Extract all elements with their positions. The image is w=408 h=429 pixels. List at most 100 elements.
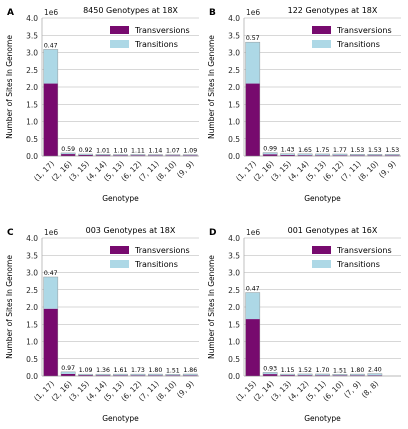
bar-transitions xyxy=(113,154,128,156)
bar-transversions xyxy=(183,155,198,156)
bar-transitions xyxy=(350,374,365,376)
bar-transitions xyxy=(263,152,278,155)
y-tick-label: 0.5 xyxy=(228,135,240,144)
bar-value-label: 1.43 xyxy=(281,147,295,154)
chart-title: 001 Genotypes at 16X xyxy=(288,226,378,235)
bar-value-label: 1.36 xyxy=(96,367,110,374)
bar-outline xyxy=(95,373,111,377)
y-tick-label: 3.5 xyxy=(228,31,240,40)
bar-transitions xyxy=(165,154,180,156)
bar-outline xyxy=(165,374,181,377)
bar-outline xyxy=(130,154,146,157)
bar-transitions xyxy=(315,153,330,156)
bar-transitions xyxy=(297,373,313,376)
y-tick-label: 2.0 xyxy=(228,83,240,92)
bar-outline xyxy=(332,374,348,377)
bar-transitions xyxy=(297,153,313,156)
bar-transitions xyxy=(148,374,163,376)
bar-transversions xyxy=(332,155,348,156)
bar-transversions xyxy=(95,155,111,156)
x-tick-label: (8, 8) xyxy=(360,379,381,400)
y-tick-label: 0.5 xyxy=(228,355,240,364)
legend-label-transversions: Transversions xyxy=(336,246,392,255)
x-axis-label: Genotype xyxy=(102,194,139,203)
x-tick-label: (9, 9) xyxy=(175,159,196,180)
bar-transversions xyxy=(245,83,260,156)
bar-outline xyxy=(367,154,383,157)
bar-transitions xyxy=(332,153,348,156)
bar-outline xyxy=(60,152,76,157)
legend-swatch-transversions xyxy=(110,246,129,254)
bar-transversions xyxy=(113,375,128,376)
bar-value-label: 1.10 xyxy=(114,147,128,154)
legend: Transversions Transitions xyxy=(110,246,190,269)
legend-label-transitions: Transitions xyxy=(336,260,380,269)
bar-transitions xyxy=(95,374,111,376)
bar-value-label: 1.52 xyxy=(298,367,312,374)
bar-transversions xyxy=(148,375,163,376)
bar-transversions xyxy=(280,155,295,156)
bar-transversions xyxy=(367,375,382,376)
bar-transversions xyxy=(78,375,93,376)
y-axis-label: Number of Sites In Genome xyxy=(5,255,14,359)
y-multiplier: 1e6 xyxy=(44,228,58,237)
x-axis-label: Genotype xyxy=(102,414,139,423)
y-tick-label: 3.0 xyxy=(228,49,240,58)
bar-transversions xyxy=(263,154,278,156)
bar-transitions xyxy=(280,374,295,376)
panel-label: C xyxy=(7,228,14,238)
y-tick-label: 1.5 xyxy=(26,320,38,329)
panel-label: D xyxy=(209,228,216,238)
bar-value-label: 1.65 xyxy=(298,147,312,154)
y-tick-label: 2.5 xyxy=(228,286,240,295)
y-axis-label: Number of Sites In Genome xyxy=(207,35,216,139)
bar-value-label: 0.57 xyxy=(246,35,260,42)
bar-value-label: 0.99 xyxy=(263,146,277,153)
bar-transversions xyxy=(148,155,163,156)
legend-swatch-transversions xyxy=(312,246,331,254)
bar-outline xyxy=(367,373,383,377)
y-tick-label: 3.0 xyxy=(26,49,38,58)
panel-label: A xyxy=(7,8,14,18)
bar-transversions xyxy=(245,319,260,376)
bar-transversions xyxy=(130,375,146,376)
bar-transitions xyxy=(245,42,260,84)
legend-label-transversions: Transversions xyxy=(134,246,190,255)
bar-transversions xyxy=(332,375,348,376)
bar-transversions xyxy=(350,375,365,376)
chart-title: 122 Genotypes at 18X xyxy=(288,6,378,15)
bar-value-label: 0.47 xyxy=(44,42,58,49)
bar-transitions xyxy=(165,374,180,376)
bar-transversions xyxy=(297,155,313,156)
legend-label-transitions: Transitions xyxy=(134,40,178,49)
bar-value-label: 1.80 xyxy=(350,367,364,374)
bar-transitions xyxy=(61,152,76,155)
x-tick-label: (9, 9) xyxy=(377,159,398,180)
legend: Transversions Transitions xyxy=(312,246,392,269)
bar-outline xyxy=(262,152,278,157)
y-multiplier: 1e6 xyxy=(246,228,260,237)
bar-transitions xyxy=(78,374,93,376)
legend-label-transversions: Transversions xyxy=(134,26,190,35)
bar-transversions xyxy=(43,83,58,156)
bar-transversions xyxy=(315,375,330,376)
bar-transitions xyxy=(95,154,111,156)
bar-transitions xyxy=(332,374,348,376)
bar-value-label: 1.80 xyxy=(148,367,162,374)
y-multiplier: 1e6 xyxy=(44,8,58,17)
bar-value-label: 1.07 xyxy=(166,148,180,155)
legend-label-transitions: Transitions xyxy=(134,260,178,269)
bar-value-label: 1.01 xyxy=(96,147,110,154)
y-multiplier: 1e6 xyxy=(246,8,260,17)
bar-value-label: 1.51 xyxy=(333,367,347,374)
x-tick-label: (7, 9) xyxy=(342,379,363,400)
bar-transversions xyxy=(263,374,278,376)
legend-swatch-transitions xyxy=(110,260,129,268)
x-tick-label: (9, 9) xyxy=(175,379,196,400)
bar-transversions xyxy=(385,155,400,156)
y-tick-label: 4.0 xyxy=(228,234,240,243)
bar-transversions xyxy=(61,154,76,156)
y-tick-label: 3.5 xyxy=(26,251,38,260)
bar-value-label: 1.51 xyxy=(166,367,180,374)
